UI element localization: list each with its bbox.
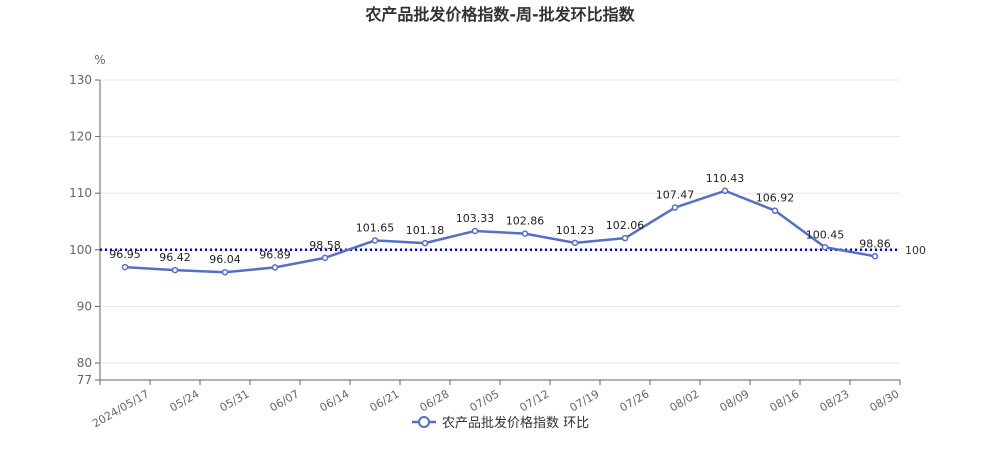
data-point — [521, 230, 529, 237]
reference-line-label: 100 — [905, 244, 926, 257]
data-label: 100.45 — [806, 228, 845, 241]
data-point — [821, 244, 829, 251]
y-tick-label: 77 — [77, 373, 92, 387]
data-point — [871, 253, 879, 260]
y-axis-unit: % — [94, 53, 105, 67]
x-tick-label: 08/23 — [818, 387, 852, 414]
y-tick-label: 80 — [77, 356, 92, 370]
x-tick-label: 05/31 — [218, 387, 252, 414]
data-label: 103.33 — [456, 212, 495, 225]
axes — [99, 80, 900, 381]
data-point — [221, 268, 229, 276]
data-label: 106.92 — [756, 192, 795, 205]
x-tick-label: 08/09 — [718, 387, 752, 414]
data-point — [371, 237, 379, 244]
legend-label: 农产品批发价格指数 环比 — [442, 415, 589, 431]
data-label: 96.04 — [209, 253, 241, 266]
data-point — [621, 234, 629, 242]
y-tick-label: 130 — [69, 73, 92, 87]
series-line — [124, 189, 876, 274]
data-label: 96.42 — [159, 251, 191, 264]
data-label: 110.43 — [706, 172, 745, 185]
x-tick-label: 07/12 — [518, 387, 552, 414]
data-label: 98.58 — [309, 239, 341, 252]
data-point — [671, 204, 679, 211]
data-label: 98.86 — [859, 237, 891, 250]
data-labels: 96.95 96.42 96.04 96.89 98.58 101.65 101.18 103… — [109, 172, 891, 266]
data-label: 107.47 — [656, 189, 695, 202]
chart-title: 农产品批发价格指数-周-批发环比指数 — [364, 5, 635, 24]
data-label: 101.18 — [406, 224, 445, 237]
x-tick-label: 06/07 — [268, 387, 302, 414]
data-label: 102.06 — [606, 219, 645, 232]
data-point — [171, 266, 179, 274]
x-tick-label: 06/21 — [368, 387, 402, 414]
x-tick-label: 07/26 — [618, 387, 652, 414]
x-tick-label: 08/30 — [868, 387, 902, 414]
series-group — [121, 187, 879, 276]
x-tick-label: 06/14 — [318, 387, 352, 414]
grid-lines — [100, 79, 900, 364]
x-tick-label: 07/19 — [568, 387, 602, 414]
data-point — [471, 227, 479, 235]
data-point — [421, 239, 429, 247]
data-point — [121, 263, 129, 271]
data-point — [721, 187, 729, 195]
y-tick-label: 110 — [69, 186, 92, 200]
legend[interactable]: 农产品批发价格指数 环比 — [412, 415, 589, 431]
y-axis-ticks: 77 80 90 100 110 120 130 — [69, 73, 100, 387]
data-label: 102.86 — [506, 215, 545, 228]
y-tick-label: 120 — [69, 130, 92, 144]
x-tick-label: 2024/05/17 — [90, 387, 151, 430]
x-tick-label: 05/24 — [168, 387, 202, 414]
reference-line-group: 100 — [100, 244, 926, 257]
y-tick-label: 90 — [77, 299, 92, 313]
x-tick-label: 08/02 — [668, 387, 702, 414]
data-label: 96.89 — [259, 248, 291, 261]
data-point — [771, 207, 779, 214]
data-label: 101.65 — [356, 221, 395, 234]
legend-marker-icon — [418, 416, 430, 428]
x-tick-label: 06/28 — [418, 387, 452, 414]
x-tick-label: 07/05 — [468, 387, 502, 414]
data-point — [571, 239, 579, 247]
data-label: 101.23 — [556, 224, 595, 237]
x-tick-label: 08/16 — [768, 387, 802, 414]
y-tick-label: 100 — [69, 243, 92, 257]
data-point — [271, 264, 279, 271]
data-point — [321, 254, 329, 262]
data-label: 96.95 — [109, 248, 141, 261]
